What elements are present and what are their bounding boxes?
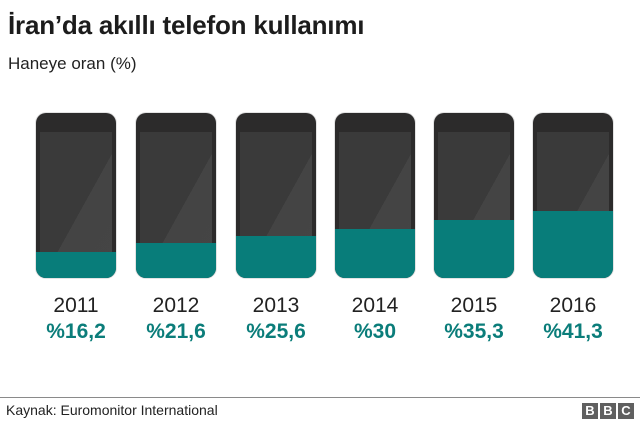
value-label: %16,2 (46, 320, 106, 343)
page-subtitle: Haneye oran (%) (8, 54, 137, 73)
year-label: 2011 (53, 294, 99, 317)
year-label: 2016 (549, 294, 597, 317)
value-label: %30 (353, 320, 397, 343)
bbc-logo: B B C (582, 403, 634, 419)
phone-bar-2011 (36, 113, 116, 278)
phone-bar-2015 (434, 113, 514, 278)
footer-divider (0, 397, 640, 398)
value-label: %41,3 (543, 320, 603, 343)
phone-fill (533, 211, 613, 278)
value-label: %25,6 (246, 320, 306, 343)
bbc-logo-letter: B (600, 403, 616, 419)
phone-fill (36, 252, 116, 278)
phone-bar-2014 (335, 113, 415, 278)
value-label: %35,3 (444, 320, 504, 343)
page-title: İran’da akıllı telefon kullanımı (8, 10, 365, 40)
phone-fill (136, 243, 216, 278)
chart-area: 2011 %16,2 2012 %21,6 2013 %25,6 2014 %30 2015 %3… (36, 113, 613, 343)
phone-bar-2012 (136, 113, 216, 278)
source-caption: Kaynak: Euromonitor International (6, 402, 218, 418)
value-label: %21,6 (146, 320, 206, 343)
year-label: 2015 (450, 294, 498, 317)
phone-fill (335, 229, 415, 278)
phone-fill (236, 236, 316, 278)
phone-bar-2016 (533, 113, 613, 278)
year-label: 2012 (152, 294, 200, 317)
bbc-logo-letter: B (582, 403, 598, 419)
phone-fill (434, 220, 514, 278)
bbc-logo-letter: C (618, 403, 634, 419)
year-label: 2013 (252, 294, 300, 317)
year-label: 2014 (351, 294, 399, 317)
phone-bar-2013 (236, 113, 316, 278)
